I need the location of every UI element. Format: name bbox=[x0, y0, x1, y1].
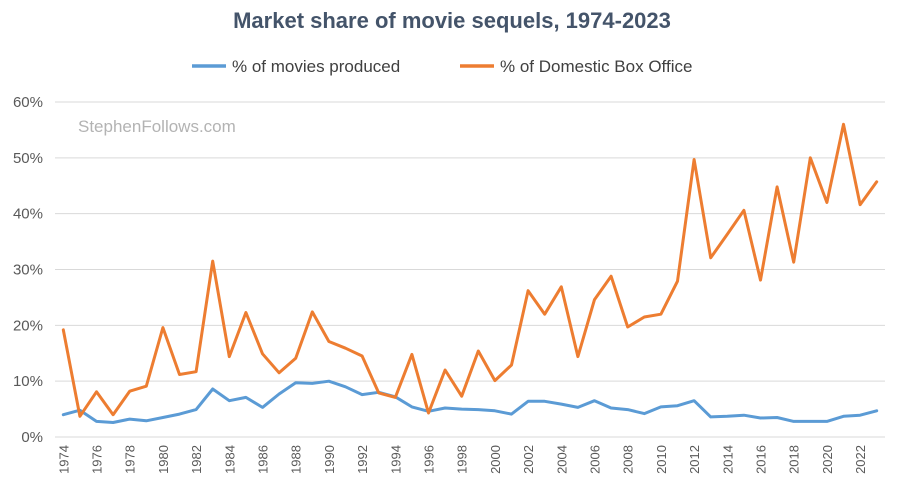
x-tick-label: 1992 bbox=[355, 445, 370, 474]
x-tick-label: 1980 bbox=[156, 445, 171, 474]
x-tick-label: 1978 bbox=[123, 445, 138, 474]
x-tick-label: 1994 bbox=[388, 445, 403, 474]
y-tick-label: 10% bbox=[13, 373, 43, 390]
x-tick-label: 2004 bbox=[554, 445, 569, 474]
x-tick-label: 2002 bbox=[521, 445, 536, 474]
gridlines bbox=[55, 101, 885, 438]
x-tick-label: 2006 bbox=[588, 445, 603, 474]
x-tick-label: 2012 bbox=[687, 445, 702, 474]
x-tick-label: 1976 bbox=[90, 445, 105, 474]
y-axis-ticks: 0% 10% 20% 30% 40% 50% 60% bbox=[13, 94, 43, 446]
x-tick-label: 1974 bbox=[56, 445, 71, 474]
x-tick-label: 2010 bbox=[654, 445, 669, 474]
y-tick-label: 20% bbox=[13, 317, 43, 334]
x-tick-label: 2022 bbox=[853, 445, 868, 474]
x-tick-label: 1988 bbox=[289, 445, 304, 474]
x-tick-label: 2016 bbox=[754, 445, 769, 474]
x-tick-label: 1982 bbox=[189, 445, 204, 474]
legend-label-movies-produced: % of movies produced bbox=[232, 57, 400, 76]
y-tick-label: 0% bbox=[21, 429, 43, 446]
y-tick-label: 60% bbox=[13, 94, 43, 111]
x-tick-label: 2014 bbox=[720, 445, 735, 474]
y-tick-label: 40% bbox=[13, 206, 43, 223]
series-line-movies-produced bbox=[61, 379, 879, 424]
x-tick-label: 1984 bbox=[222, 445, 237, 474]
series-line-box-office bbox=[61, 122, 879, 418]
x-tick-label: 2020 bbox=[820, 445, 835, 474]
x-tick-label: 1990 bbox=[322, 445, 337, 474]
x-tick-label: 1996 bbox=[422, 445, 437, 474]
x-axis-ticks: 1974 1976 1978 1980 1982 1984 1986 1988 1990 1992… bbox=[56, 445, 868, 474]
series-lines bbox=[61, 122, 879, 424]
y-tick-label: 50% bbox=[13, 150, 43, 167]
chart-title: Market share of movie sequels, 1974-2023 bbox=[233, 8, 671, 33]
y-tick-label: 30% bbox=[13, 262, 43, 279]
x-tick-label: 1986 bbox=[256, 445, 271, 474]
x-tick-label: 2008 bbox=[621, 445, 636, 474]
legend-label-box-office: % of Domestic Box Office bbox=[500, 57, 692, 76]
x-tick-label: 2018 bbox=[787, 445, 802, 474]
x-tick-label: 2000 bbox=[488, 445, 503, 474]
watermark: StephenFollows.com bbox=[78, 117, 236, 136]
legend: % of movies produced % of Domestic Box O… bbox=[192, 57, 692, 76]
x-tick-label: 1998 bbox=[455, 445, 470, 474]
